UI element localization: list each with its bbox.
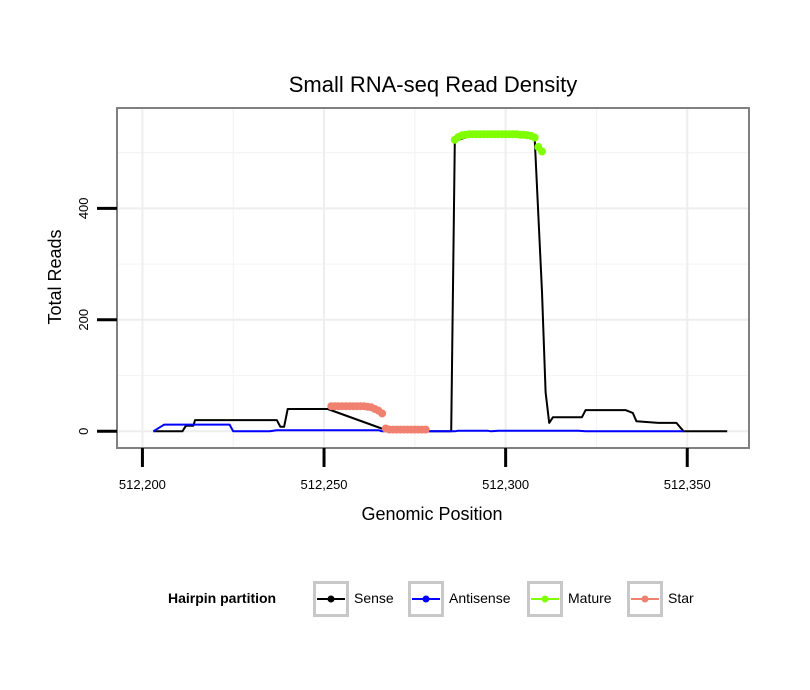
legend-label: Antisense [449,590,511,606]
y-tick-label: 400 [76,197,91,219]
legend-key-point [422,595,430,603]
y-axis-label: Total Reads [45,229,65,324]
legend-label: Mature [568,590,612,606]
x-axis: 512,200 512,250 512,300 512,350 [119,448,711,492]
legend-label: Star [668,590,694,606]
x-tick-label: 512,300 [482,477,529,492]
x-axis-label: Genomic Position [361,504,502,524]
data-point-mature [530,133,539,142]
data-point-mature [537,147,546,156]
series-line-antisense [152,423,684,433]
legend-item-mature: Mature [527,581,612,617]
y-axis: 0 200 400 [76,197,117,435]
legend-key-point [541,595,549,603]
x-tick-label: 512,350 [664,477,711,492]
legend-item-antisense: Antisense [408,581,511,617]
series-mature [450,130,546,156]
series-star [327,402,430,434]
legend-key-point [641,595,649,603]
series-layer [152,130,728,434]
plot-panel [117,108,749,448]
data-point-star [421,425,430,434]
series-antisense [152,423,684,433]
legend-key-point [327,595,335,603]
chart-title: Small RNA-seq Read Density [289,72,578,97]
data-point-star [378,409,387,418]
y-tick-label: 0 [76,428,91,435]
y-tick-label: 200 [76,309,91,331]
x-tick-label: 512,200 [119,477,166,492]
legend-item-sense: Sense [313,581,394,617]
legend-label: Sense [354,590,394,606]
legend-item-star: Star [627,581,694,617]
plot-border [116,107,750,449]
legend-title: Hairpin partition [168,590,276,606]
legend: Hairpin partition Sense Antisense Mature St… [168,581,694,617]
x-tick-label: 512,250 [301,477,348,492]
